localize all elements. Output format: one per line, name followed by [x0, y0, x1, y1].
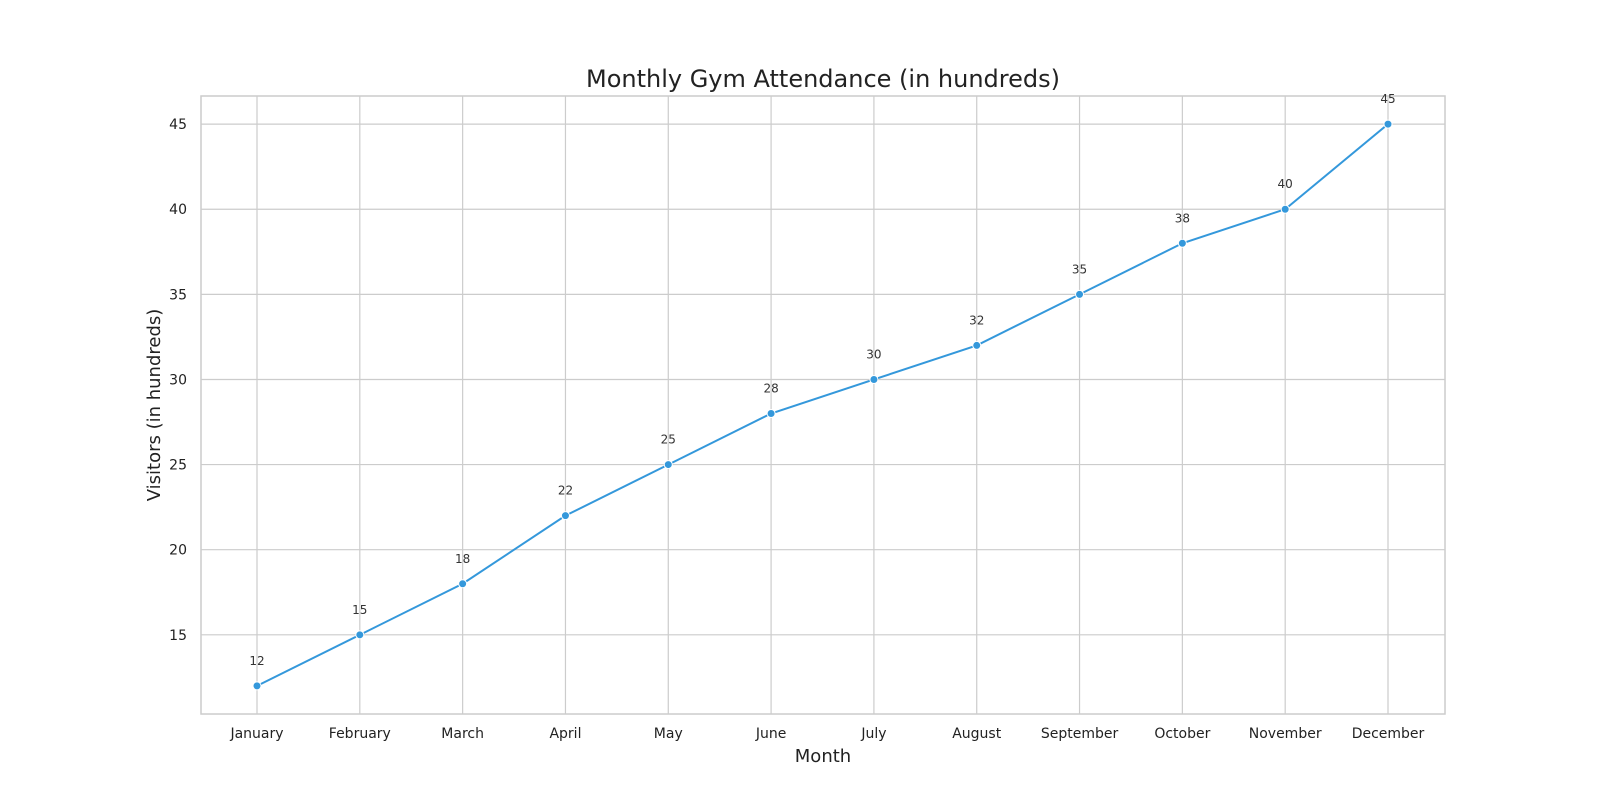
grid-layer [201, 96, 1445, 714]
y-tick-label: 45 [169, 117, 187, 133]
x-tick-label: September [1041, 726, 1119, 742]
data-label: 15 [352, 603, 367, 617]
data-label: 32 [969, 313, 984, 327]
x-tick-label: January [229, 726, 283, 742]
data-point [869, 374, 879, 384]
data-label: 38 [1175, 211, 1190, 225]
y-tick-label: 20 [169, 543, 187, 559]
data-label: 30 [866, 347, 881, 361]
x-tick-label: May [654, 726, 683, 742]
x-tick-label: July [860, 726, 886, 742]
x-tick-label: December [1352, 726, 1425, 742]
data-label: 40 [1278, 177, 1293, 191]
data-label: 28 [763, 382, 778, 396]
data-point [1383, 119, 1393, 129]
data-point [458, 579, 468, 589]
x-tick-label: August [952, 726, 1002, 742]
y-tick-label: 40 [169, 202, 187, 218]
series-layer [252, 119, 1393, 691]
series-line [256, 123, 1389, 687]
y-tick-label: 35 [169, 287, 187, 303]
data-label: 35 [1072, 262, 1087, 276]
data-point [560, 511, 570, 521]
y-tick-label: 25 [169, 458, 187, 474]
y-tick-label: 15 [169, 628, 187, 644]
x-tick-label: October [1154, 726, 1210, 742]
x-tick-label: June [755, 726, 787, 742]
x-tick-label: March [441, 726, 484, 742]
data-label: 18 [455, 552, 470, 566]
data-point [766, 409, 776, 419]
x-tick-label: April [549, 726, 581, 742]
data-point [1280, 204, 1290, 214]
y-tick-label: 30 [169, 372, 187, 388]
data-point [355, 630, 365, 640]
data-point [663, 460, 673, 470]
data-point [972, 340, 982, 350]
x-axis-label: Month [795, 746, 851, 767]
data-point [252, 681, 262, 691]
data-point [1075, 289, 1085, 299]
label-layer: January February March April May June July Augu… [169, 92, 1424, 742]
data-label: 45 [1380, 92, 1395, 106]
y-axis-label: Visitors (in hundreds) [144, 309, 165, 502]
data-label: 25 [661, 433, 676, 447]
chart-title: Monthly Gym Attendance (in hundreds) [586, 65, 1060, 93]
data-point [1177, 238, 1187, 248]
x-tick-label: November [1249, 726, 1322, 742]
plot-frame [200, 95, 1446, 715]
data-label: 12 [249, 654, 264, 668]
data-label: 22 [558, 484, 573, 498]
x-tick-label: February [329, 726, 391, 742]
